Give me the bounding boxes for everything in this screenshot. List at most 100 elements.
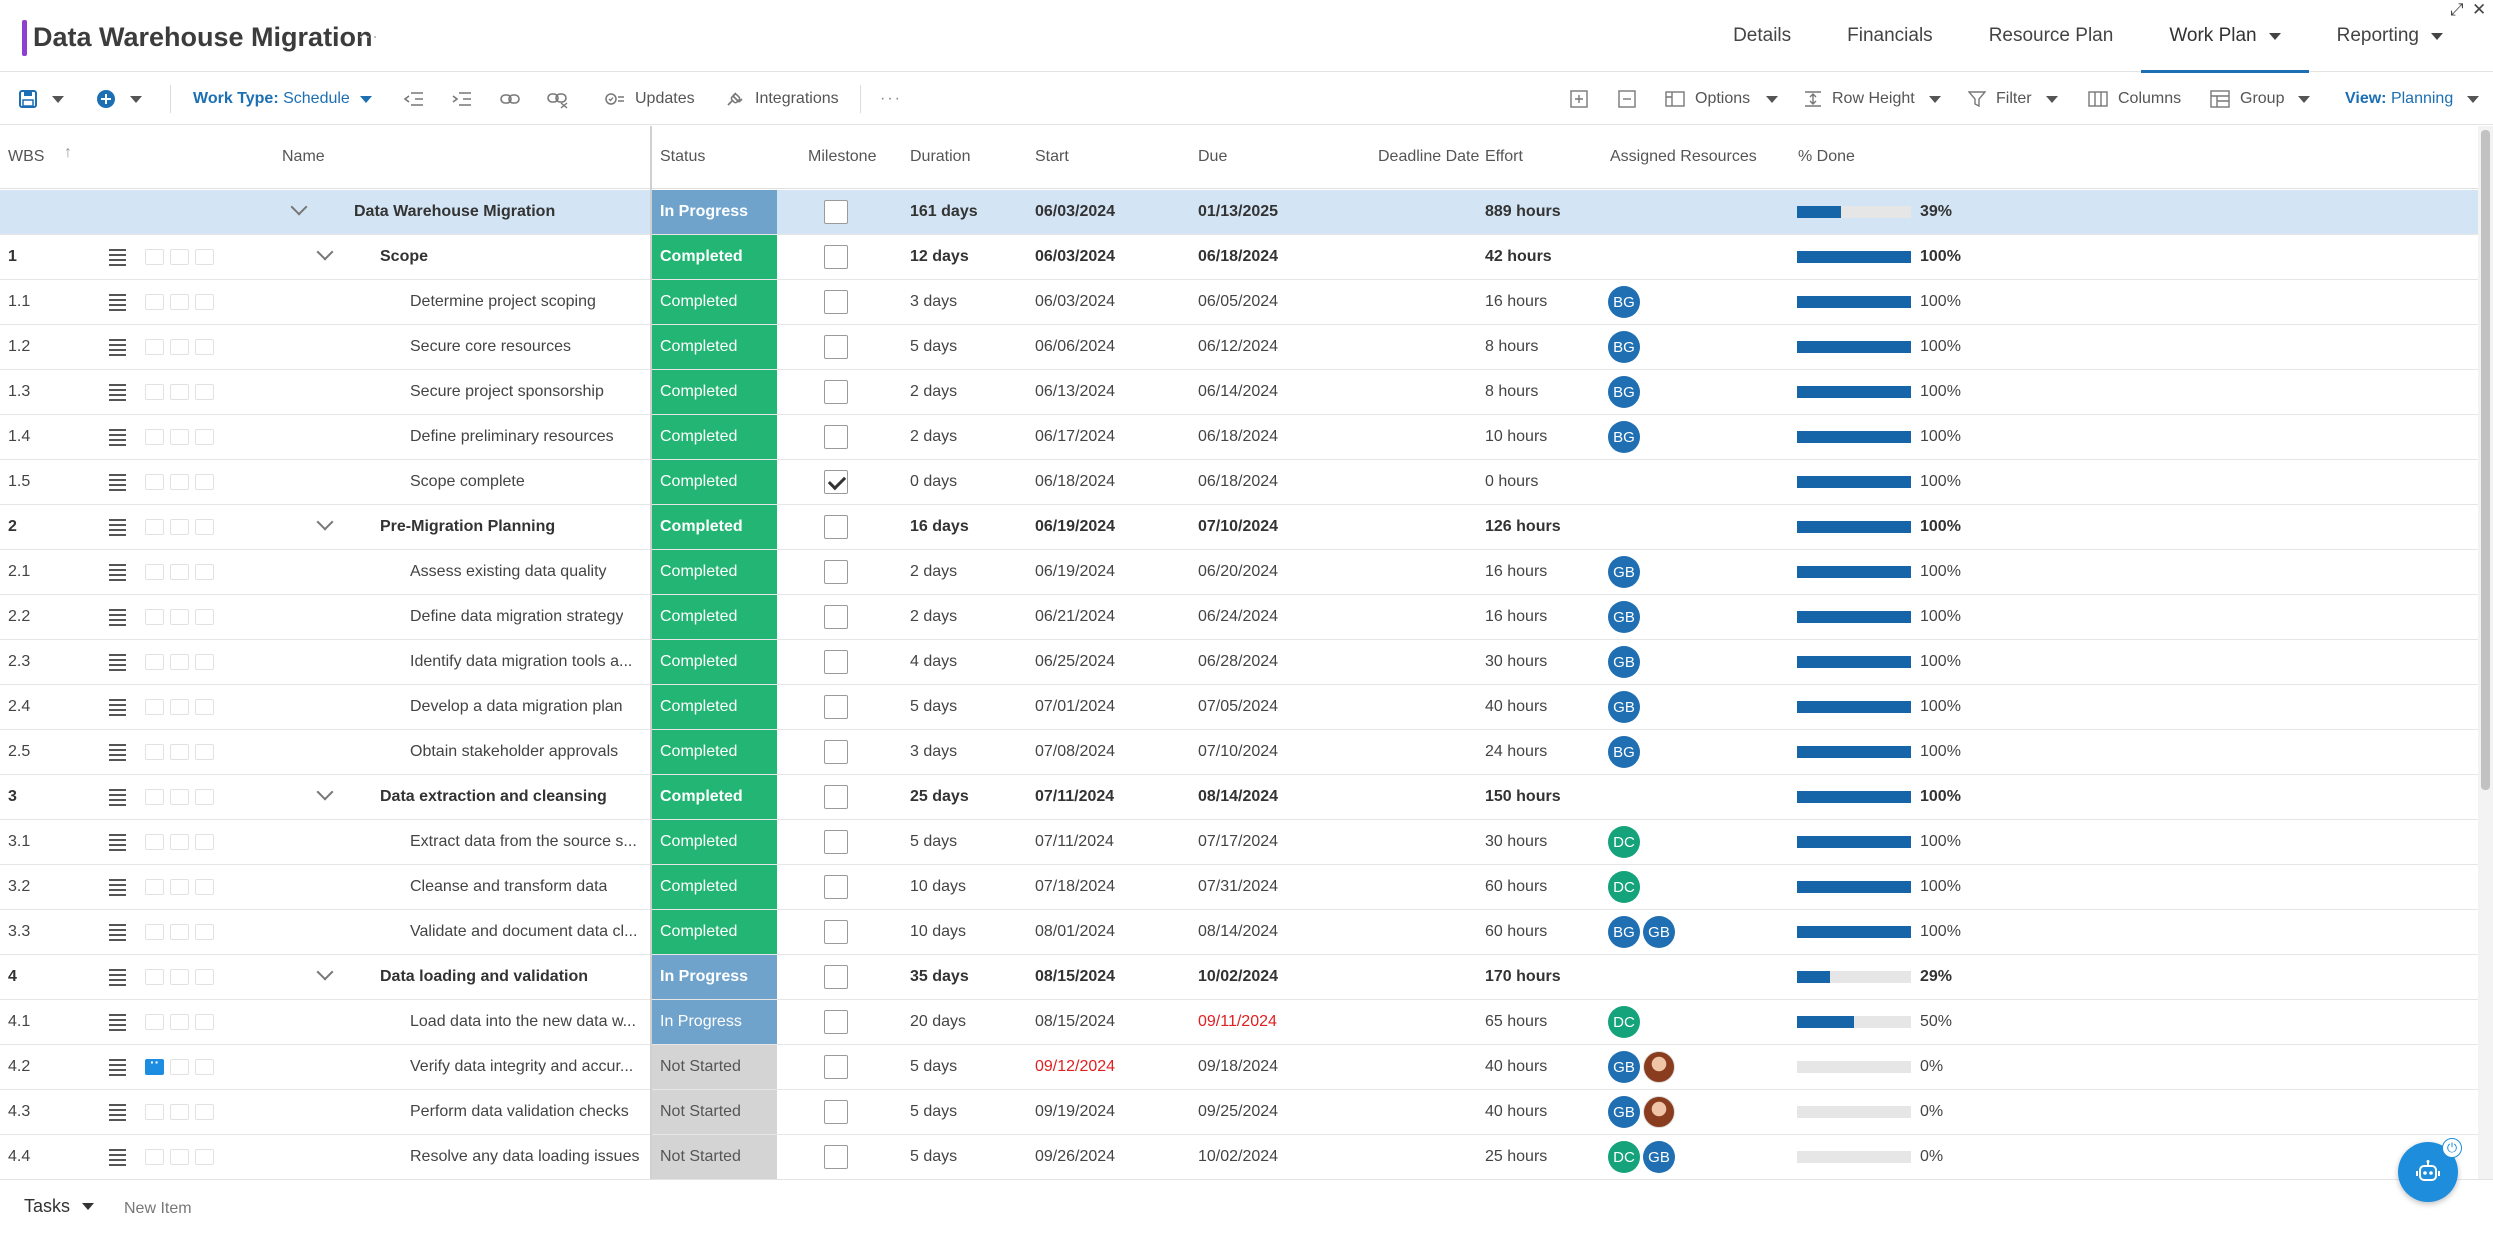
column-header-status[interactable]: Status [660, 148, 706, 165]
start-date-cell[interactable]: 06/03/2024 [1035, 248, 1116, 265]
vertical-scrollbar[interactable] [2478, 126, 2493, 1179]
chat-icon[interactable] [170, 879, 189, 895]
start-date-cell[interactable]: 07/11/2024 [1035, 788, 1115, 805]
unlink-tasks-button[interactable] [546, 73, 570, 125]
task-name[interactable]: Data extraction and cleansing [380, 788, 607, 805]
due-date-cell[interactable]: 06/24/2024 [1198, 608, 1279, 625]
table-row[interactable]: 4 Data loading and validation In Progress 3… [0, 955, 2478, 1000]
due-date-cell[interactable]: 07/17/2024 [1198, 833, 1279, 850]
attachment-icon[interactable] [195, 519, 214, 535]
status-badge[interactable]: Completed [652, 550, 777, 594]
effort-cell[interactable]: 889 hours [1485, 203, 1561, 220]
table-row[interactable]: 1 Scope Completed 12 days 06/03/2024 06/18/20… [0, 235, 2478, 280]
milestone-checkbox[interactable] [824, 200, 848, 224]
task-name[interactable]: Verify data integrity and accur... [410, 1058, 634, 1075]
row-menu-icon[interactable] [109, 339, 126, 356]
row-menu-icon[interactable] [109, 564, 126, 581]
start-date-cell[interactable]: 06/17/2024 [1035, 428, 1116, 445]
note-icon[interactable] [145, 1014, 164, 1030]
task-name[interactable]: Identify data migration tools a... [410, 653, 633, 670]
assigned-resources[interactable]: DC [1608, 1006, 1640, 1038]
avatar[interactable]: DC [1608, 871, 1640, 903]
milestone-checkbox[interactable] [824, 380, 848, 404]
status-badge[interactable]: Completed [652, 730, 777, 774]
row-menu-icon[interactable] [109, 1014, 126, 1031]
chat-icon[interactable] [170, 1059, 189, 1075]
duration-cell[interactable]: 5 days [910, 1103, 958, 1120]
options-button[interactable]: Options [1665, 73, 1779, 125]
start-date-cell[interactable]: 06/19/2024 [1035, 518, 1116, 535]
status-badge[interactable]: Completed [652, 595, 777, 639]
avatar[interactable]: DC [1608, 1006, 1640, 1038]
task-name[interactable]: Load data into the new data w... [410, 1013, 636, 1030]
columns-button[interactable]: Columns [2088, 73, 2181, 125]
row-menu-icon[interactable] [109, 789, 126, 806]
assigned-resources[interactable]: GB [1608, 1096, 1675, 1128]
outdent-button[interactable] [403, 73, 425, 125]
due-date-cell[interactable]: 06/18/2024 [1198, 473, 1279, 490]
start-date-cell[interactable]: 06/25/2024 [1035, 653, 1116, 670]
row-menu-icon[interactable] [109, 429, 126, 446]
avatar[interactable]: GB [1608, 691, 1640, 723]
start-date-cell[interactable]: 07/11/2024 [1035, 833, 1114, 850]
status-badge[interactable]: Completed [652, 685, 777, 729]
chat-icon[interactable] [170, 429, 189, 445]
due-date-cell[interactable]: 08/14/2024 [1198, 923, 1279, 940]
table-row[interactable]: 1.5 Scope complete Completed 0 days 06/18/20… [0, 460, 2478, 505]
status-badge[interactable]: Completed [652, 325, 777, 369]
milestone-checkbox[interactable] [824, 290, 848, 314]
effort-cell[interactable]: 60 hours [1485, 923, 1548, 940]
task-name[interactable]: Determine project scoping [410, 293, 596, 310]
avatar[interactable]: GB [1643, 916, 1675, 948]
due-date-cell[interactable]: 06/14/2024 [1198, 383, 1279, 400]
table-row[interactable]: 2 Pre-Migration Planning Completed 16 days 0… [0, 505, 2478, 550]
row-menu-icon[interactable] [109, 609, 126, 626]
note-icon[interactable] [145, 249, 164, 265]
duration-cell[interactable]: 5 days [910, 1148, 958, 1165]
due-date-cell[interactable]: 06/18/2024 [1198, 428, 1279, 445]
chat-icon[interactable] [170, 609, 189, 625]
assigned-resources[interactable]: GB [1608, 601, 1640, 633]
task-name[interactable]: Cleanse and transform data [410, 878, 608, 895]
effort-cell[interactable]: 65 hours [1485, 1013, 1548, 1030]
duration-cell[interactable]: 20 days [910, 1013, 967, 1030]
avatar[interactable]: GB [1608, 601, 1640, 633]
assigned-resources[interactable]: DC [1608, 826, 1640, 858]
chat-icon[interactable] [170, 249, 189, 265]
attachment-icon[interactable] [195, 384, 214, 400]
duration-cell[interactable]: 5 days [910, 833, 958, 850]
note-icon[interactable] [145, 429, 164, 445]
attachment-icon[interactable] [195, 699, 214, 715]
milestone-checkbox[interactable] [824, 830, 848, 854]
start-date-cell[interactable]: 08/15/2024 [1035, 1013, 1116, 1030]
due-date-cell[interactable]: 07/10/2024 [1198, 518, 1279, 535]
row-menu-icon[interactable] [109, 384, 126, 401]
attachment-icon[interactable] [195, 834, 214, 850]
note-icon[interactable] [145, 924, 164, 940]
duration-cell[interactable]: 5 days [910, 698, 958, 715]
milestone-checkbox[interactable] [824, 335, 848, 359]
due-date-cell[interactable]: 06/28/2024 [1198, 653, 1279, 670]
task-name[interactable]: Secure core resources [410, 338, 571, 355]
row-menu-icon[interactable] [109, 1149, 126, 1166]
link-tasks-button[interactable] [499, 73, 521, 125]
task-name[interactable]: Perform data validation checks [410, 1103, 629, 1120]
assigned-resources[interactable]: DC [1608, 871, 1640, 903]
collapse-chevron-icon[interactable] [316, 513, 334, 531]
chat-icon[interactable] [170, 789, 189, 805]
task-name[interactable]: Obtain stakeholder approvals [410, 743, 619, 760]
column-header-name[interactable]: Name [282, 148, 325, 165]
column-header-duration[interactable]: Duration [910, 148, 971, 165]
assigned-resources[interactable]: BG [1608, 376, 1640, 408]
collapse-chevron-icon[interactable] [290, 198, 308, 216]
status-badge[interactable]: In Progress [652, 190, 777, 234]
note-icon[interactable] [145, 1149, 164, 1165]
duration-cell[interactable]: 5 days [910, 1058, 958, 1075]
chevron-down-icon[interactable] [130, 95, 142, 103]
note-icon[interactable] [145, 339, 164, 355]
column-header-milestone[interactable]: Milestone [808, 148, 877, 165]
chat-icon[interactable] [170, 924, 189, 940]
row-menu-icon[interactable] [109, 1104, 126, 1121]
due-date-cell[interactable]: 09/18/2024 [1198, 1058, 1279, 1075]
row-menu-icon[interactable] [109, 744, 126, 761]
